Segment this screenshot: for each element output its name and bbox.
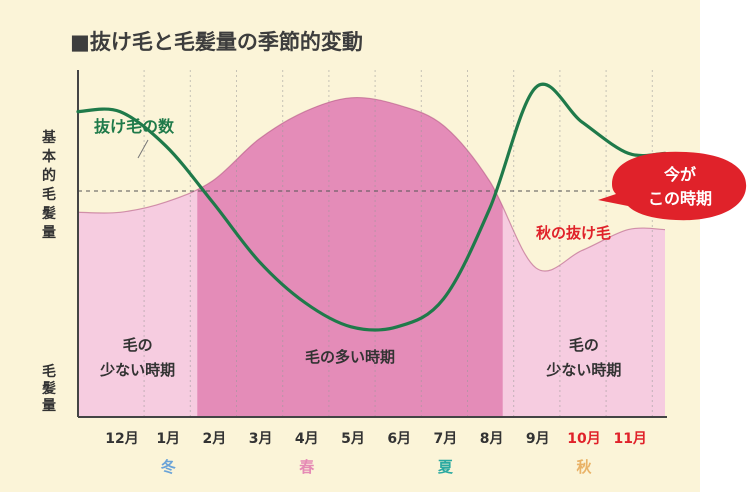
region-label: 少ない時期	[99, 361, 175, 379]
x-tick-label: 11月	[613, 431, 646, 447]
series-label-leader	[137, 139, 149, 159]
shedding-line	[76, 82, 667, 332]
x-tick-label: 5月	[341, 431, 365, 447]
x-tick-label: 1月	[156, 431, 180, 447]
hair-volume-area-peak	[197, 97, 503, 417]
x-tick-label: 9月	[526, 431, 550, 447]
chart-title: ■抜け毛と毛髪量の季節的変動	[70, 30, 363, 54]
season-label: 秋	[576, 458, 592, 476]
x-tick-label: 8月	[480, 431, 504, 447]
x-tick-label: 2月	[203, 431, 227, 447]
fall-shedding-annotation: 秋の抜け毛	[536, 224, 611, 242]
x-tick-label: 12月	[105, 431, 138, 447]
x-tick-label: 10月	[567, 431, 600, 447]
region-label: 少ない時期	[545, 361, 621, 379]
series-label-shedding: 抜け毛の数	[94, 117, 175, 136]
season-label: 冬	[161, 458, 176, 476]
bubble-text-line2: この時期	[648, 189, 712, 208]
x-tick-label: 3月	[249, 431, 273, 447]
now-callout-bubble: 今が この時期	[598, 151, 747, 221]
x-tick-label: 6月	[387, 431, 411, 447]
bubble-text-line1: 今が	[663, 165, 696, 184]
region-label: 毛の多い時期	[305, 348, 395, 366]
bubble-shape	[598, 151, 747, 221]
x-tick-label: 7月	[434, 431, 458, 447]
y-axis-label-top: 基本的毛髪量	[41, 129, 57, 241]
region-label: 毛の	[123, 336, 153, 354]
region-label: 毛の	[569, 336, 599, 354]
x-tick-label: 4月	[295, 431, 319, 447]
season-label: 春	[299, 458, 314, 476]
hair-volume-outline	[77, 96, 666, 272]
y-axis-label-bottom: 毛髪量	[41, 363, 56, 414]
season-label: 夏	[437, 458, 454, 476]
